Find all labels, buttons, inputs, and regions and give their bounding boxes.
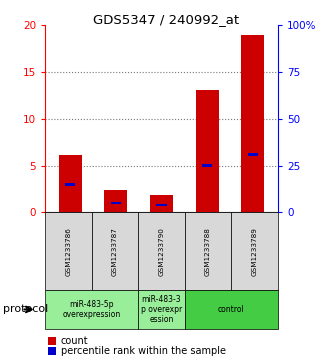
Bar — [248, 153, 258, 156]
Text: GSM1233789: GSM1233789 — [252, 227, 258, 276]
Bar — [241, 35, 264, 212]
Bar — [202, 164, 212, 167]
Bar — [65, 183, 75, 185]
Bar — [157, 204, 166, 206]
Text: miR-483-3
p overexpr
ession: miR-483-3 p overexpr ession — [141, 294, 182, 325]
Text: count: count — [61, 336, 88, 346]
Bar — [196, 90, 219, 212]
Text: control: control — [218, 305, 245, 314]
Text: GSM1233788: GSM1233788 — [205, 227, 211, 276]
Bar — [104, 190, 127, 212]
Bar — [111, 202, 121, 204]
Text: GSM1233787: GSM1233787 — [112, 227, 118, 276]
Text: protocol: protocol — [3, 305, 49, 314]
Text: GSM1233786: GSM1233786 — [65, 227, 71, 276]
Text: percentile rank within the sample: percentile rank within the sample — [61, 346, 225, 356]
Text: GSM1233790: GSM1233790 — [159, 227, 165, 276]
Text: GDS5347 / 240992_at: GDS5347 / 240992_at — [94, 13, 239, 26]
Text: miR-483-5p
overexpression: miR-483-5p overexpression — [63, 300, 121, 319]
Bar — [150, 195, 173, 212]
Bar — [59, 155, 82, 212]
